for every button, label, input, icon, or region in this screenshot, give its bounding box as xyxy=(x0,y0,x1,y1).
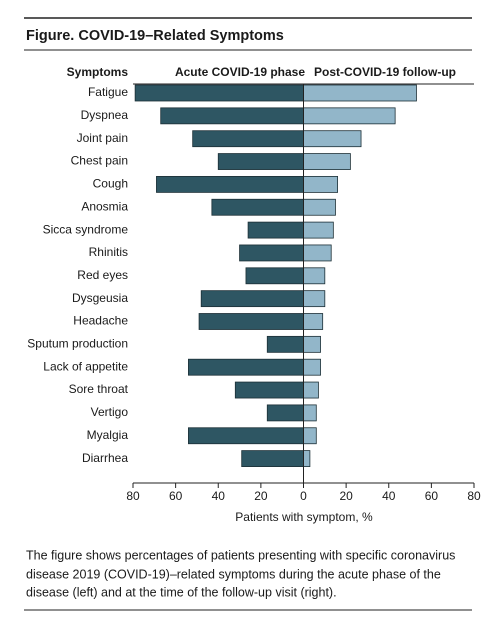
category-label: Dyspnea xyxy=(81,108,129,122)
bar xyxy=(303,404,317,422)
category-label: Lack of appetite xyxy=(43,359,128,373)
bar xyxy=(266,404,304,422)
x-tick-label: 20 xyxy=(254,489,268,503)
category-label: Sore throat xyxy=(69,382,129,396)
caption-line: disease (left) and at the time of the fo… xyxy=(26,585,337,599)
category-label: Sputum production xyxy=(27,337,128,351)
bar xyxy=(303,130,362,148)
bar xyxy=(245,267,304,285)
bar xyxy=(303,153,351,170)
chart-title: Figure. COVID-19–Related Symptoms xyxy=(26,28,284,44)
caption-line: disease 2019 (COVID-19)–related symptoms… xyxy=(26,567,441,581)
bar xyxy=(303,358,321,376)
bar xyxy=(188,358,304,376)
bar xyxy=(303,198,336,216)
bar xyxy=(239,244,304,262)
bar xyxy=(303,84,417,102)
bar xyxy=(303,267,326,285)
bar xyxy=(200,290,304,308)
category-label: Dysgeusia xyxy=(72,291,128,305)
legend-right: Post-COVID-19 follow-up xyxy=(314,65,456,79)
category-label: Myalgia xyxy=(87,428,129,442)
bar xyxy=(134,84,304,102)
category-label: Anosmia xyxy=(81,199,128,213)
bar xyxy=(303,427,317,445)
x-tick-label: 0 xyxy=(300,489,307,503)
category-header: Symptoms xyxy=(67,65,129,79)
bar xyxy=(303,221,334,239)
category-label: Headache xyxy=(73,314,128,328)
bar xyxy=(241,450,304,468)
bar xyxy=(211,198,304,216)
bar xyxy=(234,381,304,399)
bar xyxy=(303,313,324,330)
x-tick-label: 20 xyxy=(339,489,353,503)
bar xyxy=(217,153,304,170)
x-tick-label: 80 xyxy=(467,489,481,503)
bar xyxy=(160,107,304,125)
x-tick-label: 40 xyxy=(212,489,226,503)
category-label: Rhinitis xyxy=(89,245,128,259)
legend-left: Acute COVID-19 phase xyxy=(175,65,305,79)
bar xyxy=(266,335,304,353)
caption-line: The figure shows percentages of patients… xyxy=(26,548,455,562)
bar xyxy=(303,107,396,125)
category-label: Sicca syndrome xyxy=(43,222,129,236)
bar xyxy=(303,450,311,468)
x-tick-label: 60 xyxy=(169,489,183,503)
bar xyxy=(156,175,304,193)
category-label: Fatigue xyxy=(88,85,128,99)
bar xyxy=(303,175,338,193)
category-label: Chest pain xyxy=(71,154,128,168)
category-label: Cough xyxy=(93,177,128,191)
x-tick-label: 60 xyxy=(425,489,439,503)
x-tick-label: 80 xyxy=(126,489,140,503)
bar xyxy=(303,244,332,262)
bar xyxy=(188,427,304,445)
x-axis-label: Patients with symptom, % xyxy=(235,510,373,524)
x-tick-label: 40 xyxy=(382,489,396,503)
category-label: Vertigo xyxy=(91,405,129,419)
category-label: Diarrhea xyxy=(82,451,128,465)
bar xyxy=(247,221,304,239)
bar xyxy=(303,335,321,353)
category-label: Red eyes xyxy=(77,268,128,282)
bar xyxy=(303,290,326,308)
bar xyxy=(303,381,319,399)
bar xyxy=(198,313,304,330)
bar xyxy=(192,130,304,148)
category-label: Joint pain xyxy=(77,131,128,145)
